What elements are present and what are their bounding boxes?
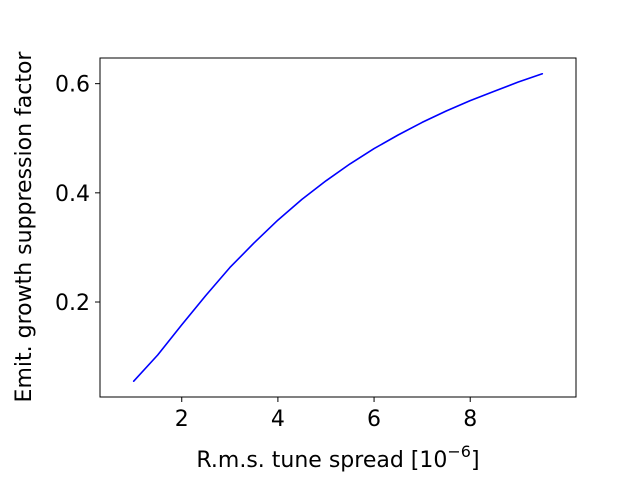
series-line-0: [132, 73, 544, 383]
plot-area: [99, 57, 577, 398]
x-tick-label: 4: [271, 407, 285, 432]
x-axis-label: R.m.s. tune spread [10−6]: [196, 442, 479, 473]
x-tick-label: 8: [463, 407, 477, 432]
x-axis-label-exponent: −6: [447, 442, 471, 461]
x-tick-label: 2: [175, 407, 189, 432]
y-tick-label: 0.6: [55, 73, 90, 98]
x-tick-label: 6: [367, 407, 381, 432]
x-axis-label-close: ]: [471, 448, 480, 473]
x-axis-label-main: R.m.s. tune spread [10: [196, 448, 447, 473]
x-axis-ticks: 2 4 6 8: [175, 397, 477, 432]
y-tick-label: 0.4: [55, 182, 90, 207]
y-axis-label: Emit. growth suppression factor: [12, 51, 37, 403]
y-tick-label: 0.2: [55, 291, 90, 316]
y-axis-ticks: 0.2 0.4 0.6: [55, 73, 100, 316]
series-layer: [132, 73, 544, 383]
